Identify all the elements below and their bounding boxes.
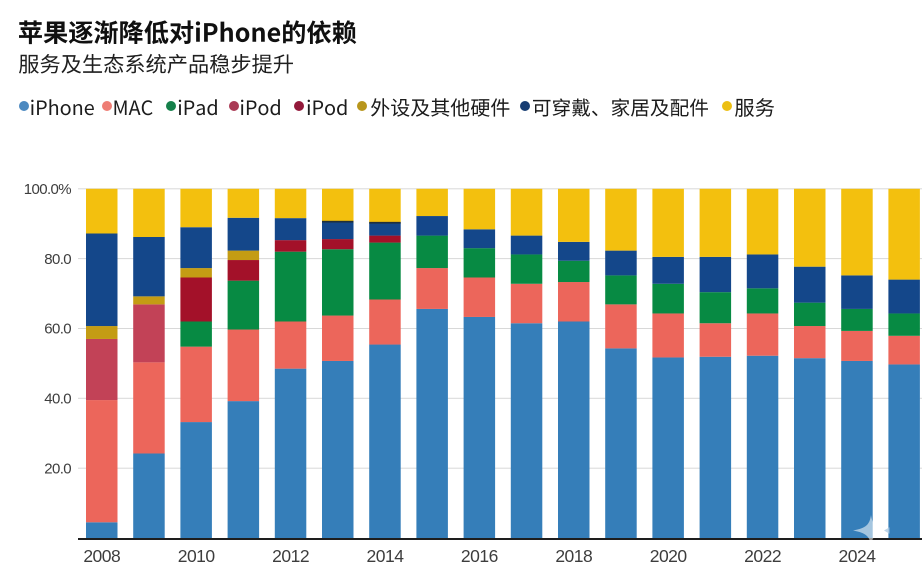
svg-text:2020: 2020 [650,546,688,566]
svg-text:2008: 2008 [83,546,120,566]
svg-text:40.0: 40.0 [44,391,71,408]
svg-text:2012: 2012 [272,546,309,566]
svg-text:60.0: 60.0 [44,321,71,338]
svg-text:2022: 2022 [744,546,781,566]
svg-text:20.0: 20.0 [44,460,71,477]
svg-text:80.0: 80.0 [44,251,71,268]
svg-text:2010: 2010 [178,546,216,566]
svg-text:2024: 2024 [839,546,877,566]
svg-text:2018: 2018 [555,546,592,566]
svg-text:100.0%: 100.0% [24,181,72,198]
svg-text:2016: 2016 [461,546,498,566]
svg-text:2014: 2014 [367,546,405,566]
